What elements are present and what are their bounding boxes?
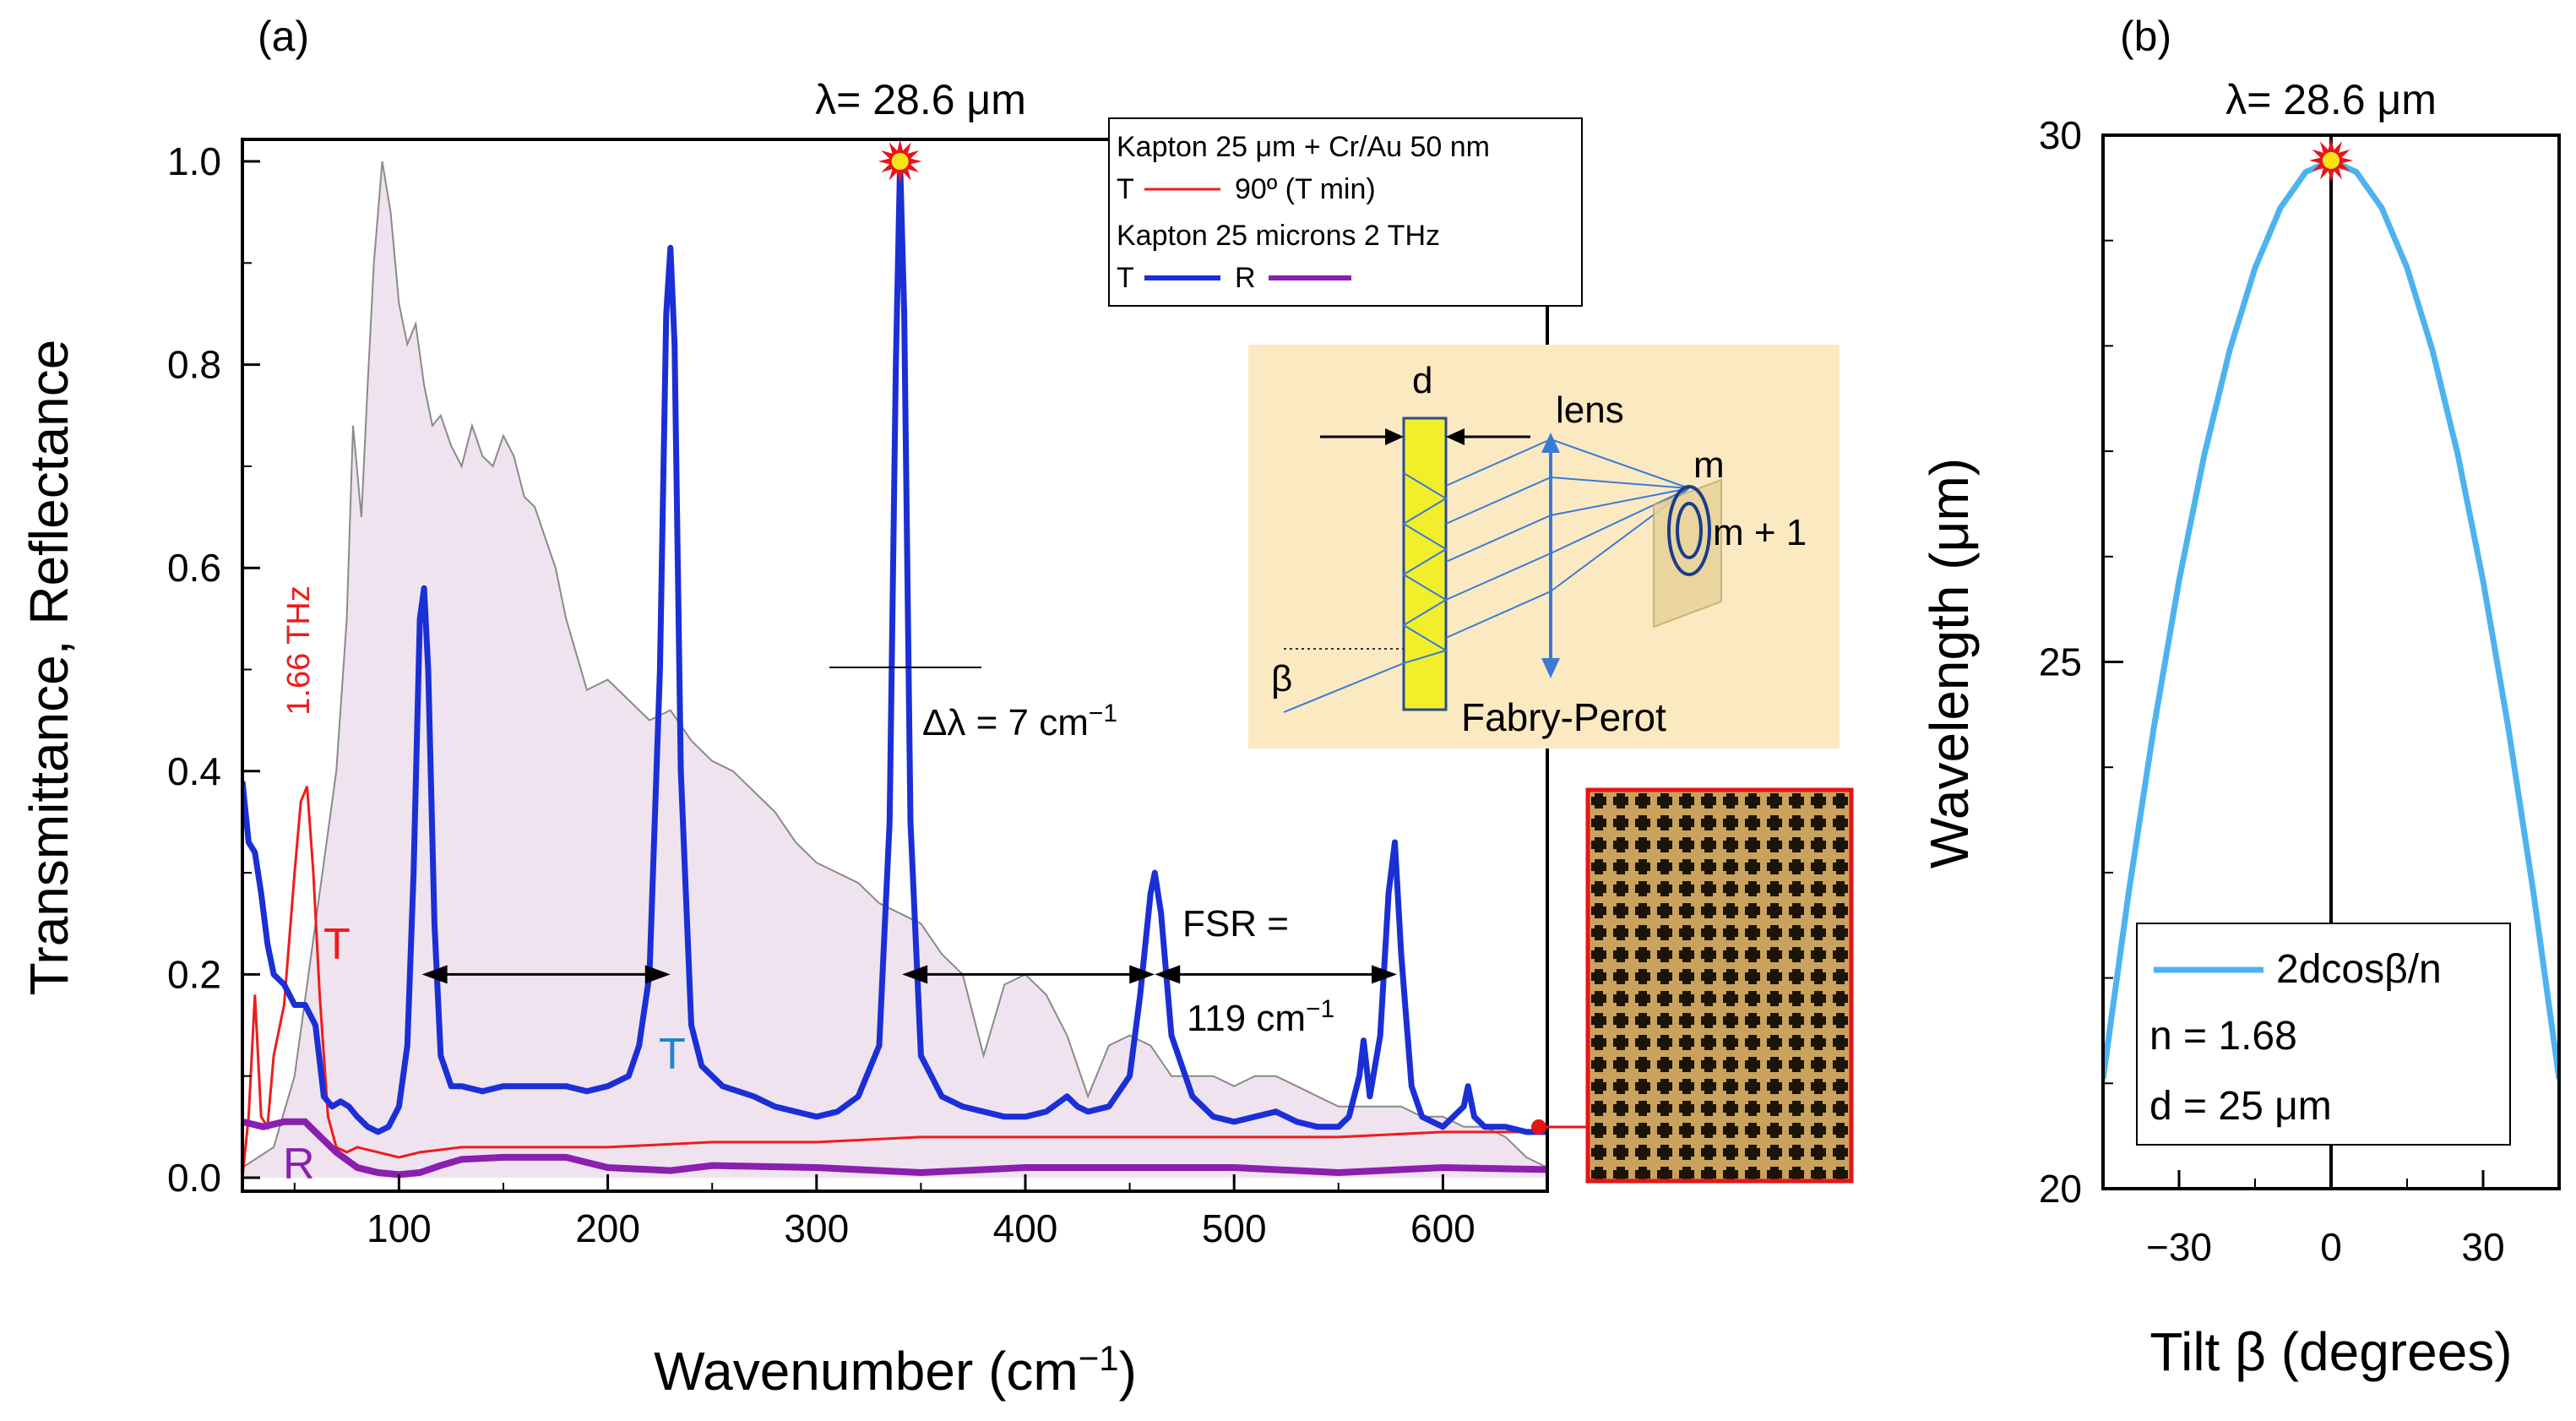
zigzag-path xyxy=(1402,472,1448,664)
panel-a-label: (a) xyxy=(258,13,309,60)
peak-star-icon xyxy=(878,139,922,183)
star-center xyxy=(891,153,909,170)
ring-m xyxy=(1667,485,1711,576)
x-tick-label: 30 xyxy=(2461,1225,2504,1269)
fabry-perot-inset: d lens m m + 1 β Fabry-Perot xyxy=(1248,345,1840,749)
lens-top-head xyxy=(1541,433,1560,453)
ray-segment xyxy=(1550,487,1690,554)
y-tick-label: 0.0 xyxy=(167,1156,221,1200)
dlambda-label: Δλ = 7 cm−1 xyxy=(922,700,1117,744)
panel-b-peak-label: λ= 28.6 μm xyxy=(2225,76,2437,123)
panel-a-ylabel: Transmittance, Reflectance xyxy=(19,340,79,996)
legend-line4-T: T xyxy=(1117,262,1134,294)
panel-a-axes: 100 200 300 400 500 600 0.0 0.2 0.4 0.6 0.8 1.0 xyxy=(167,139,1548,1250)
panel-b-label: (b) xyxy=(2120,13,2171,60)
inset-title: Fabry-Perot xyxy=(1461,695,1666,739)
thz-label: 1.66 THz xyxy=(281,585,317,715)
fsr-arrow-head xyxy=(421,965,448,984)
series-red-T xyxy=(242,786,1547,1179)
fsr-arrow-head xyxy=(902,965,928,984)
inset-lens-label: lens xyxy=(1556,389,1624,431)
legend-line4-R: R xyxy=(1235,262,1256,294)
ray-segment xyxy=(1445,476,1552,525)
y-tick-label: 30 xyxy=(2039,113,2082,157)
x-tick-label: 400 xyxy=(993,1206,1058,1250)
legend-line1: Kapton 25 μm + Cr/Au 50 nm xyxy=(1117,131,1490,163)
panel-a-peak-label: λ= 28.6 μm xyxy=(815,76,1026,123)
star-center xyxy=(2323,151,2340,169)
series-shaded-outline xyxy=(242,161,1547,1168)
x-tick-label: 0 xyxy=(2320,1225,2342,1269)
panel-a-legend: Kapton 25 μm + Cr/Au 50 nm T 90º (T min)… xyxy=(1108,117,1583,307)
ray-segment xyxy=(1445,591,1552,639)
panel-b-axes: −30 0 30 20 25 30 xyxy=(2039,113,2505,1269)
legend-line2-T: T xyxy=(1117,173,1134,205)
x-tick-label: −30 xyxy=(2146,1225,2212,1269)
legend-line2-desc: 90º (T min) xyxy=(1235,173,1376,205)
lens-bottom-head xyxy=(1541,658,1560,678)
panel-b-xlabel: Tilt β (degrees) xyxy=(2149,1321,2512,1382)
legend-b-d: d = 25 μm xyxy=(2149,1084,2332,1129)
x-tick-label: 500 xyxy=(1202,1206,1267,1250)
peak-star-icon xyxy=(2309,138,2353,182)
label-T-teal: T xyxy=(659,1030,686,1079)
fsr-label-line2: 119 cm−1 xyxy=(1187,995,1334,1040)
panel-a-plot-area xyxy=(242,158,1547,1179)
ring-m1 xyxy=(1676,502,1703,559)
series-shaded-fill xyxy=(242,161,1547,1178)
panel-a-xlabel: Wavenumber (cm−1) xyxy=(654,1338,1137,1402)
label-T-red: T xyxy=(323,920,351,969)
x-tick-label: 200 xyxy=(575,1206,640,1250)
legend-b-n: n = 1.68 xyxy=(2149,1014,2297,1059)
internal-reflections xyxy=(1402,472,1448,664)
y-tick-label: 0.4 xyxy=(167,749,221,793)
screen-plane xyxy=(1653,478,1722,629)
inset-m-label: m xyxy=(1693,444,1725,486)
inset-beta-label: β xyxy=(1271,658,1292,700)
fsr-arrow-head xyxy=(644,965,671,984)
ray-segment xyxy=(1550,438,1690,489)
y-tick-label: 20 xyxy=(2039,1167,2082,1211)
series-blue-T xyxy=(242,158,1547,1135)
inset-m1-label: m + 1 xyxy=(1713,512,1807,553)
d-arrow-left-head xyxy=(1385,428,1404,445)
y-tick-label: 0.2 xyxy=(167,952,221,996)
sample-micrograph xyxy=(1585,787,1854,1184)
ray-segment xyxy=(1445,514,1552,563)
fsr-arrow-head xyxy=(1129,965,1155,984)
inset-background xyxy=(1248,345,1840,749)
y-tick-label: 0.8 xyxy=(167,343,221,387)
inset-d-label: d xyxy=(1412,360,1432,401)
fsr-arrows xyxy=(421,965,1398,984)
ray-segment xyxy=(1550,476,1690,489)
incident-ray xyxy=(1283,662,1405,713)
y-tick-label: 25 xyxy=(2039,640,2082,684)
ray-segment xyxy=(1445,553,1552,601)
label-R-purple: R xyxy=(283,1140,315,1189)
fsr-arrow-head xyxy=(1155,965,1181,984)
d-arrow-right-head xyxy=(1446,428,1465,445)
etalon-plate xyxy=(1402,416,1448,711)
micrograph-connector-dot xyxy=(1531,1119,1546,1135)
fsr-arrow-head xyxy=(1372,965,1398,984)
x-tick-label: 600 xyxy=(1410,1206,1475,1250)
panel-b-legend: 2dcosβ/n n = 1.68 d = 25 μm xyxy=(2136,923,2511,1146)
y-tick-label: 0.6 xyxy=(167,546,221,590)
x-tick-label: 300 xyxy=(784,1206,849,1250)
panel-b-ylabel: Wavelength (μm) xyxy=(1919,458,1980,868)
y-tick-label: 1.0 xyxy=(167,139,221,183)
x-tick-label: 100 xyxy=(367,1206,432,1250)
fsr-label-line1: FSR = xyxy=(1182,903,1289,945)
legend-b-formula: 2dcosβ/n xyxy=(2276,947,2442,992)
ray-segment xyxy=(1445,438,1552,487)
series-R xyxy=(242,1118,1547,1179)
legend-line3: Kapton 25 microns 2 THz xyxy=(1117,220,1440,252)
ray-segment xyxy=(1550,487,1690,516)
